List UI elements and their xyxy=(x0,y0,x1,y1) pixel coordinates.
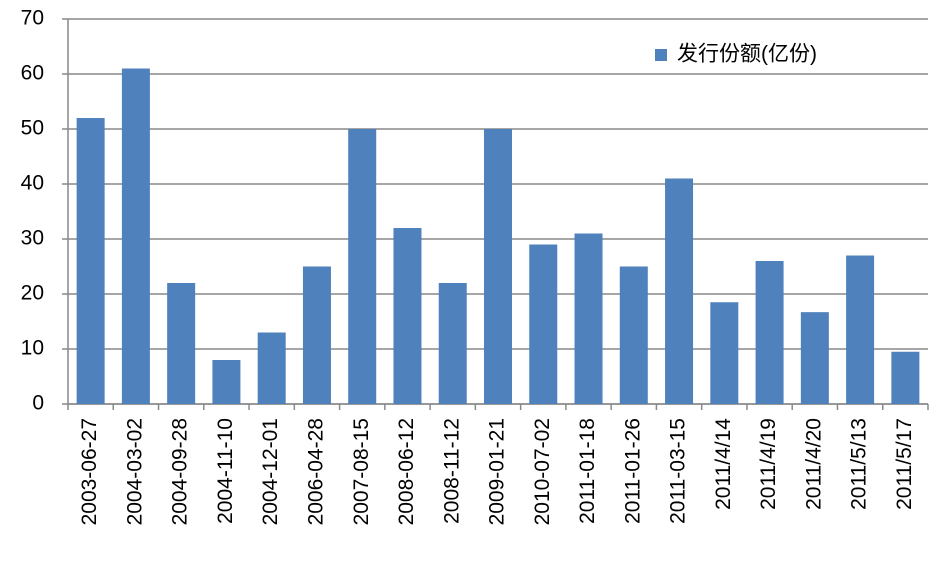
x-tick-label: 2004-11-10 xyxy=(214,418,237,524)
bar xyxy=(393,228,422,404)
bar xyxy=(665,178,694,404)
x-tick-label: 2003-06-27 xyxy=(78,418,101,525)
x-tick-label: 2011/4/19 xyxy=(757,418,780,510)
bar xyxy=(121,68,150,404)
bar xyxy=(438,283,467,404)
x-tick-label: 2010-07-02 xyxy=(531,418,554,525)
bar xyxy=(574,233,603,404)
x-tick-label: 2008-11-12 xyxy=(440,418,463,524)
x-tick-label: 2004-03-02 xyxy=(123,418,146,525)
y-tick-label: 40 xyxy=(21,172,44,195)
x-tick-label: 2004-12-01 xyxy=(259,418,282,525)
x-tick-label: 2011-03-15 xyxy=(667,418,690,524)
y-tick-label: 30 xyxy=(21,227,44,250)
bar xyxy=(302,266,331,404)
legend-label: 发行份额(亿份) xyxy=(677,43,817,66)
bar xyxy=(710,302,739,404)
x-tick-label: 2007-08-15 xyxy=(350,418,373,525)
bar xyxy=(529,244,558,404)
x-tick-label: 2011/5/13 xyxy=(848,418,871,510)
y-tick-label: 20 xyxy=(21,282,44,305)
x-tick-label: 2008-06-12 xyxy=(395,418,418,525)
x-tick-label: 2011-01-26 xyxy=(621,418,644,524)
x-tick-label: 2011/5/17 xyxy=(893,418,916,510)
bar xyxy=(212,360,241,404)
legend-swatch xyxy=(655,49,667,61)
bar xyxy=(800,312,829,404)
bar xyxy=(846,255,875,404)
bar xyxy=(755,261,784,404)
x-tick-label: 2011/4/14 xyxy=(712,418,735,510)
bar xyxy=(348,129,377,404)
bar xyxy=(891,351,920,404)
bar xyxy=(257,332,286,404)
y-tick-label: 10 xyxy=(21,337,44,360)
x-tick-label: 2011/4/20 xyxy=(802,418,825,510)
x-tick-label: 2004-09-28 xyxy=(169,418,192,525)
y-tick-label: 60 xyxy=(21,62,44,85)
x-tick-label: 2009-01-21 xyxy=(486,418,509,525)
bar xyxy=(76,118,105,404)
bar xyxy=(167,283,196,404)
x-tick-label: 2011-01-18 xyxy=(576,418,599,524)
y-tick-label: 0 xyxy=(32,392,44,415)
bar xyxy=(619,266,648,404)
y-tick-label: 50 xyxy=(21,117,44,140)
bar xyxy=(484,129,512,404)
y-tick-label: 70 xyxy=(21,7,44,30)
x-tick-label: 2006-04-28 xyxy=(304,418,327,525)
